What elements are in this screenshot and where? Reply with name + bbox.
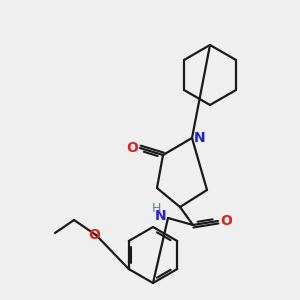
Text: O: O [220, 214, 232, 228]
Text: H: H [151, 202, 161, 214]
Text: O: O [126, 141, 138, 155]
Text: N: N [194, 131, 206, 145]
Text: O: O [88, 228, 100, 242]
Text: N: N [154, 209, 166, 223]
